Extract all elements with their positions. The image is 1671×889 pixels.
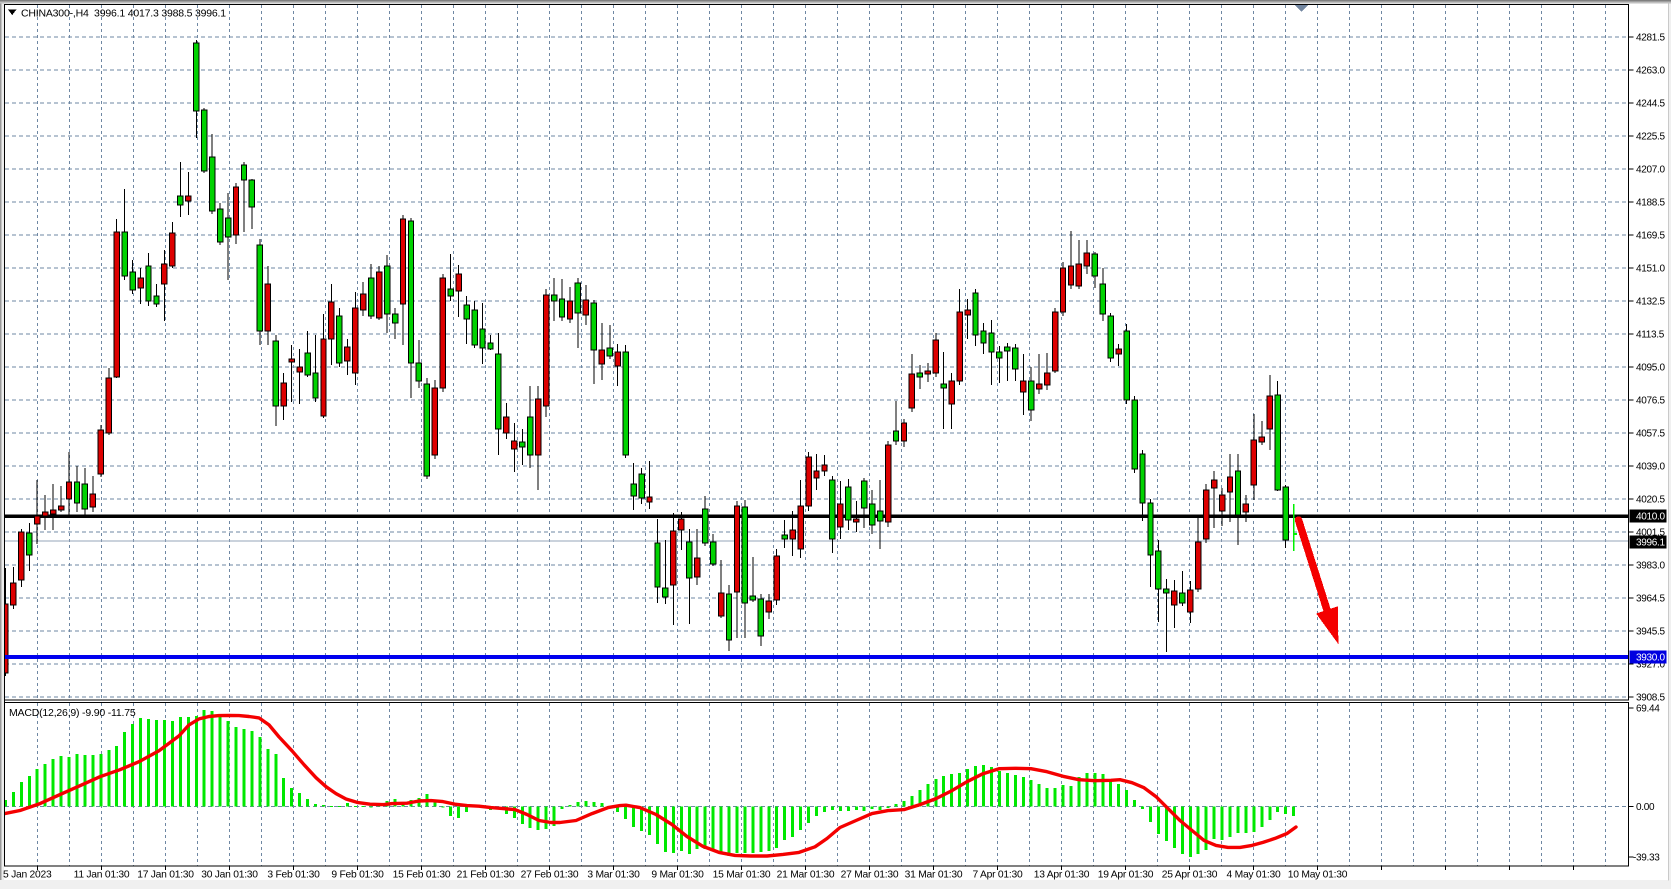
svg-text:3964.5: 3964.5 <box>1636 594 1666 605</box>
svg-text:27 Feb 01:30: 27 Feb 01:30 <box>521 870 579 881</box>
svg-text:3945.5: 3945.5 <box>1636 627 1666 638</box>
svg-text:4244.5: 4244.5 <box>1636 99 1666 110</box>
svg-text:4020.5: 4020.5 <box>1636 495 1666 506</box>
svg-text:3930.0: 3930.0 <box>1636 652 1666 663</box>
svg-text:15 Mar 01:30: 15 Mar 01:30 <box>713 870 771 881</box>
svg-text:27 Mar 01:30: 27 Mar 01:30 <box>841 870 899 881</box>
svg-text:15 Feb 01:30: 15 Feb 01:30 <box>393 870 451 881</box>
svg-text:3 Mar 01:30: 3 Mar 01:30 <box>587 870 640 881</box>
svg-text:4132.5: 4132.5 <box>1636 297 1666 308</box>
svg-text:31 Mar 01:30: 31 Mar 01:30 <box>905 870 963 881</box>
svg-text:3927.0: 3927.0 <box>1636 660 1666 671</box>
svg-text:4151.0: 4151.0 <box>1636 264 1666 275</box>
svg-text:9 Mar 01:30: 9 Mar 01:30 <box>651 870 704 881</box>
svg-text:4001.5: 4001.5 <box>1636 528 1666 539</box>
svg-text:17 Jan 01:30: 17 Jan 01:30 <box>137 870 194 881</box>
svg-text:0.00: 0.00 <box>1636 802 1655 813</box>
svg-text:9 Feb 01:30: 9 Feb 01:30 <box>331 870 384 881</box>
svg-text:13 Apr 01:30: 13 Apr 01:30 <box>1034 870 1090 881</box>
svg-text:4225.5: 4225.5 <box>1636 132 1666 143</box>
svg-text:4 May 01:30: 4 May 01:30 <box>1227 870 1281 881</box>
svg-text:3908.5: 3908.5 <box>1636 693 1666 704</box>
svg-text:4057.5: 4057.5 <box>1636 429 1666 440</box>
svg-text:4039.0: 4039.0 <box>1636 462 1666 473</box>
svg-text:4188.5: 4188.5 <box>1636 198 1666 209</box>
svg-text:69.44: 69.44 <box>1636 704 1660 715</box>
svg-text:19 Apr 01:30: 19 Apr 01:30 <box>1098 870 1154 881</box>
svg-text:4263.0: 4263.0 <box>1636 66 1666 77</box>
svg-text:4207.0: 4207.0 <box>1636 165 1666 176</box>
svg-text:10 May 01:30: 10 May 01:30 <box>1288 870 1348 881</box>
svg-text:11 Jan 01:30: 11 Jan 01:30 <box>74 870 130 881</box>
svg-text:7 Apr 01:30: 7 Apr 01:30 <box>973 870 1023 881</box>
svg-text:3983.0: 3983.0 <box>1636 561 1666 572</box>
svg-text:4095.0: 4095.0 <box>1636 363 1666 374</box>
svg-text:30 Jan 01:30: 30 Jan 01:30 <box>201 870 258 881</box>
svg-text:4113.5: 4113.5 <box>1636 330 1665 341</box>
svg-text:25 Apr 01:30: 25 Apr 01:30 <box>1162 870 1218 881</box>
svg-text:MACD(12,26,9) -9.90 -11.75: MACD(12,26,9) -9.90 -11.75 <box>9 707 136 719</box>
svg-text:3996.1: 3996.1 <box>1636 537 1666 548</box>
svg-text:5 Jan 2023: 5 Jan 2023 <box>3 870 52 881</box>
svg-text:4169.5: 4169.5 <box>1636 231 1666 242</box>
svg-text:21 Feb 01:30: 21 Feb 01:30 <box>457 870 515 881</box>
svg-text:4281.5: 4281.5 <box>1636 33 1666 44</box>
svg-text:4076.5: 4076.5 <box>1636 396 1666 407</box>
svg-text:-39.33: -39.33 <box>1633 853 1660 864</box>
svg-text:21 Mar 01:30: 21 Mar 01:30 <box>777 870 835 881</box>
svg-text:4010.0: 4010.0 <box>1636 512 1666 523</box>
svg-text:3 Feb 01:30: 3 Feb 01:30 <box>267 870 320 881</box>
svg-text:CHINA300-,H4 3996.1 4017.3 39: CHINA300-,H4 3996.1 4017.3 3988.5 3996.1 <box>21 7 226 19</box>
